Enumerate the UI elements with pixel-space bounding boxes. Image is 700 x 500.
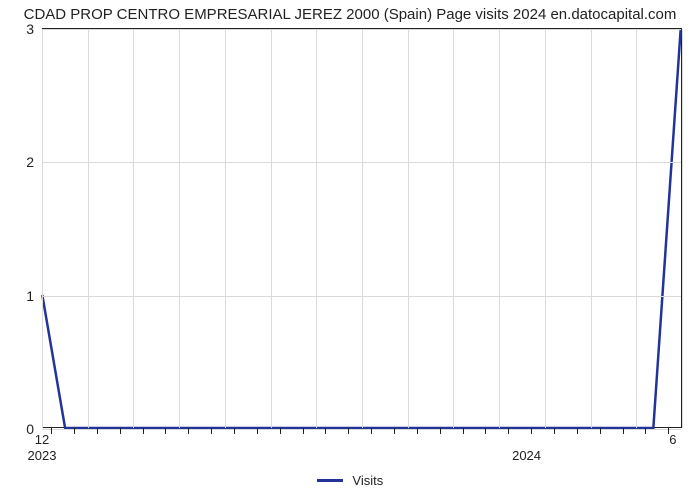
x-minor-tick <box>97 428 98 434</box>
x-minor-tick <box>394 428 395 434</box>
x-minor-tick <box>280 428 281 434</box>
x-year-label: 2024 <box>512 428 541 463</box>
x-minor-tick <box>485 428 486 434</box>
grid-line-v <box>88 29 89 428</box>
x-minor-tick <box>257 428 258 434</box>
grid-line-v <box>362 29 363 428</box>
grid-line-v <box>453 29 454 428</box>
x-minor-tick <box>508 428 509 434</box>
y-tick-label: 2 <box>26 154 42 170</box>
x-year-label: 2023 <box>28 428 57 463</box>
x-minor-tick <box>234 428 235 434</box>
y-tick-label: 1 <box>26 288 42 304</box>
x-minor-tick <box>577 428 578 434</box>
x-month-label: 6 <box>669 428 676 447</box>
plot-area: 012312620232024 <box>42 28 682 428</box>
x-minor-tick <box>623 428 624 434</box>
x-minor-tick <box>417 428 418 434</box>
x-minor-tick <box>120 428 121 434</box>
x-minor-tick <box>143 428 144 434</box>
x-minor-tick <box>371 428 372 434</box>
grid-line-h <box>42 429 681 430</box>
legend-label: Visits <box>352 473 383 488</box>
grid-line-v <box>591 29 592 428</box>
x-minor-tick <box>463 428 464 434</box>
legend-swatch <box>317 479 343 482</box>
x-minor-tick <box>188 428 189 434</box>
grid-line-v <box>271 29 272 428</box>
grid-line-v <box>316 29 317 428</box>
grid-line-v <box>408 29 409 428</box>
x-minor-tick <box>303 428 304 434</box>
grid-line-v <box>133 29 134 428</box>
grid-line-v <box>545 29 546 428</box>
grid-line-v <box>636 29 637 428</box>
x-minor-tick <box>74 428 75 434</box>
x-minor-tick <box>211 428 212 434</box>
grid-line-v <box>499 29 500 428</box>
x-minor-tick <box>325 428 326 434</box>
chart-title: CDAD PROP CENTRO EMPRESARIAL JEREZ 2000 … <box>0 0 700 23</box>
grid-line-v <box>179 29 180 428</box>
grid-line-v <box>225 29 226 428</box>
x-minor-tick <box>554 428 555 434</box>
x-minor-tick <box>645 428 646 434</box>
x-minor-tick <box>440 428 441 434</box>
grid-line-v <box>682 29 683 428</box>
x-minor-tick <box>348 428 349 434</box>
y-tick-label: 3 <box>26 21 42 37</box>
grid-line-v <box>42 29 43 428</box>
x-minor-tick <box>165 428 166 434</box>
legend: Visits <box>0 472 700 488</box>
x-minor-tick <box>600 428 601 434</box>
